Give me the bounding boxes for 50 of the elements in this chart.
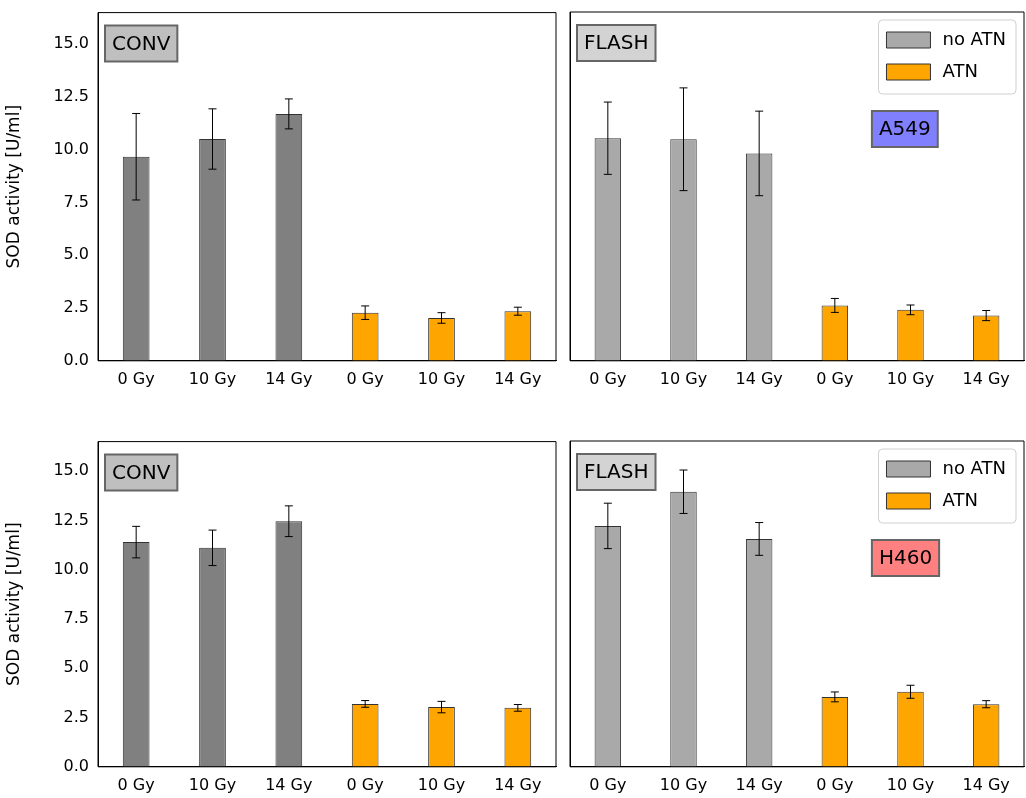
y-tick-label: 2.5 xyxy=(63,706,89,726)
y-axis-title: SOD activity [U/ml] xyxy=(2,104,23,269)
x-tick-label: 0 Gy xyxy=(346,368,384,388)
x-tick-label: 10 Gy xyxy=(188,774,237,794)
annotation: H460 xyxy=(878,545,933,570)
x-tick-label: 14 Gy xyxy=(265,368,313,388)
legend-label: ATN xyxy=(942,59,978,81)
y-tick-label: 10.0 xyxy=(53,138,89,158)
x-tick-label: 0 Gy xyxy=(117,368,155,388)
y-tick-label: 2.5 xyxy=(63,297,89,317)
x-tick-label: 14 Gy xyxy=(265,774,313,794)
annotation: FLASH xyxy=(584,30,649,55)
x-tick-label: 10 Gy xyxy=(417,368,466,388)
y-tick-label: 5.0 xyxy=(63,244,89,264)
x-tick-label: 10 Gy xyxy=(659,774,708,794)
x-tick-label: 10 Gy xyxy=(417,774,466,794)
x-tick-label: 10 Gy xyxy=(886,774,935,794)
x-tick-label: 10 Gy xyxy=(188,368,237,388)
annotation: FLASH xyxy=(584,459,649,484)
x-tick-label: 0 Gy xyxy=(117,774,155,794)
y-tick-label: 15.0 xyxy=(53,460,89,480)
x-tick-label: 10 Gy xyxy=(659,368,708,388)
y-tick-label: 7.5 xyxy=(63,191,89,211)
x-tick-label: 0 Gy xyxy=(816,368,854,388)
x-tick-label: 10 Gy xyxy=(886,368,935,388)
x-tick-label: 0 Gy xyxy=(816,774,854,794)
y-tick-label: 12.5 xyxy=(53,509,89,529)
x-tick-label: 14 Gy xyxy=(735,368,783,388)
y-tick-label: 7.5 xyxy=(63,608,89,628)
y-tick-label: 5.0 xyxy=(63,657,89,677)
x-tick-label: 14 Gy xyxy=(962,774,1010,794)
x-tick-label: 14 Gy xyxy=(962,368,1010,388)
legend-label: no ATN xyxy=(942,456,1007,478)
y-tick-label: 0.0 xyxy=(63,349,89,369)
x-tick-label: 0 Gy xyxy=(589,774,627,794)
x-tick-label: 0 Gy xyxy=(346,774,384,794)
x-tick-label: 0 Gy xyxy=(589,368,627,388)
x-tick-label: 14 Gy xyxy=(494,774,542,794)
y-tick-label: 0.0 xyxy=(63,755,89,775)
y-axis-title: SOD activity [U/ml] xyxy=(2,522,23,686)
annotation: A549 xyxy=(878,116,931,141)
x-tick-label: 14 Gy xyxy=(735,774,783,794)
x-tick-label: 14 Gy xyxy=(494,368,542,388)
y-tick-label: 10.0 xyxy=(53,558,89,578)
annotation: CONV xyxy=(112,30,171,55)
annotation: CONV xyxy=(112,459,171,484)
legend-label: ATN xyxy=(942,488,978,510)
y-tick-label: 12.5 xyxy=(53,86,89,106)
legend-label: no ATN xyxy=(942,27,1007,49)
y-tick-label: 15.0 xyxy=(53,33,89,53)
